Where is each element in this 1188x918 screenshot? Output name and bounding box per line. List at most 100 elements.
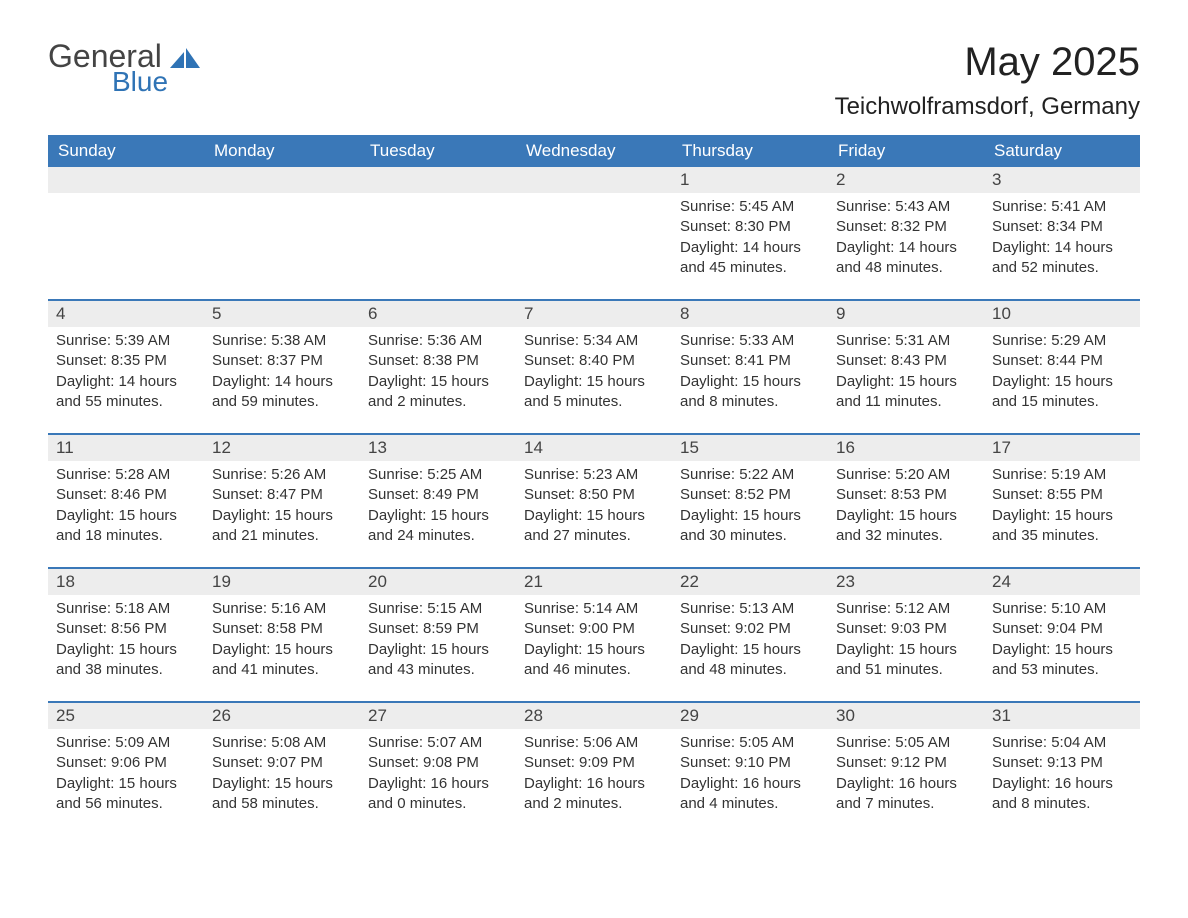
day-daylight1: Daylight: 15 hours (524, 372, 664, 392)
day-daylight2: and 59 minutes. (212, 392, 352, 412)
day-daylight2: and 45 minutes. (680, 258, 820, 278)
day-daylight1: Daylight: 15 hours (56, 774, 196, 794)
day-sunrise: Sunrise: 5:13 AM (680, 599, 820, 619)
day-number: 11 (48, 435, 204, 461)
day-cell: Sunrise: 5:45 AMSunset: 8:30 PMDaylight:… (672, 193, 828, 299)
day-cell: Sunrise: 5:20 AMSunset: 8:53 PMDaylight:… (828, 461, 984, 567)
day-sunrise: Sunrise: 5:07 AM (368, 733, 508, 753)
week-row: 123Sunrise: 5:45 AMSunset: 8:30 PMDaylig… (48, 167, 1140, 299)
day-sunrise: Sunrise: 5:43 AM (836, 197, 976, 217)
day-cell: Sunrise: 5:41 AMSunset: 8:34 PMDaylight:… (984, 193, 1140, 299)
day-daylight2: and 8 minutes. (992, 794, 1132, 814)
day-cell: Sunrise: 5:31 AMSunset: 8:43 PMDaylight:… (828, 327, 984, 433)
day-daylight1: Daylight: 14 hours (56, 372, 196, 392)
day-sunrise: Sunrise: 5:39 AM (56, 331, 196, 351)
day-cell: Sunrise: 5:26 AMSunset: 8:47 PMDaylight:… (204, 461, 360, 567)
day-sunrise: Sunrise: 5:06 AM (524, 733, 664, 753)
day-sunrise: Sunrise: 5:14 AM (524, 599, 664, 619)
day-number: 14 (516, 435, 672, 461)
day-daylight2: and 55 minutes. (56, 392, 196, 412)
day-sunrise: Sunrise: 5:10 AM (992, 599, 1132, 619)
day-sunset: Sunset: 8:58 PM (212, 619, 352, 639)
day-daylight1: Daylight: 16 hours (368, 774, 508, 794)
day-daylight2: and 18 minutes. (56, 526, 196, 546)
day-cell: Sunrise: 5:07 AMSunset: 9:08 PMDaylight:… (360, 729, 516, 835)
month-title: May 2025 (835, 40, 1140, 85)
day-sunset: Sunset: 8:30 PM (680, 217, 820, 237)
day-sunset: Sunset: 9:00 PM (524, 619, 664, 639)
day-sunset: Sunset: 8:47 PM (212, 485, 352, 505)
day-daylight1: Daylight: 14 hours (212, 372, 352, 392)
day-sunset: Sunset: 8:44 PM (992, 351, 1132, 371)
day-cell: Sunrise: 5:08 AMSunset: 9:07 PMDaylight:… (204, 729, 360, 835)
day-daylight2: and 24 minutes. (368, 526, 508, 546)
day-daylight1: Daylight: 15 hours (836, 372, 976, 392)
day-daylight1: Daylight: 16 hours (680, 774, 820, 794)
day-cell: Sunrise: 5:18 AMSunset: 8:56 PMDaylight:… (48, 595, 204, 701)
day-sunset: Sunset: 9:12 PM (836, 753, 976, 773)
day-sunset: Sunset: 8:56 PM (56, 619, 196, 639)
day-number: 10 (984, 301, 1140, 327)
day-daylight1: Daylight: 15 hours (212, 506, 352, 526)
day-sunset: Sunset: 8:46 PM (56, 485, 196, 505)
day-sunrise: Sunrise: 5:28 AM (56, 465, 196, 485)
day-number: 6 (360, 301, 516, 327)
day-sunrise: Sunrise: 5:41 AM (992, 197, 1132, 217)
day-number (48, 167, 204, 193)
day-sunrise: Sunrise: 5:18 AM (56, 599, 196, 619)
day-sunset: Sunset: 8:59 PM (368, 619, 508, 639)
location: Teichwolframsdorf, Germany (835, 93, 1140, 121)
day-sunrise: Sunrise: 5:20 AM (836, 465, 976, 485)
logo-blue: Blue (112, 68, 168, 96)
day-sunrise: Sunrise: 5:19 AM (992, 465, 1132, 485)
day-number: 1 (672, 167, 828, 193)
weekday-header: Sunday (48, 135, 204, 167)
day-daylight1: Daylight: 15 hours (836, 506, 976, 526)
day-sunset: Sunset: 8:50 PM (524, 485, 664, 505)
logo-triangle-icon (170, 46, 200, 70)
day-number: 5 (204, 301, 360, 327)
day-number (516, 167, 672, 193)
day-cell: Sunrise: 5:34 AMSunset: 8:40 PMDaylight:… (516, 327, 672, 433)
day-sunset: Sunset: 8:43 PM (836, 351, 976, 371)
weekday-header: Monday (204, 135, 360, 167)
day-number: 31 (984, 703, 1140, 729)
day-number: 7 (516, 301, 672, 327)
day-number: 18 (48, 569, 204, 595)
day-sunrise: Sunrise: 5:33 AM (680, 331, 820, 351)
day-sunset: Sunset: 9:13 PM (992, 753, 1132, 773)
header: General Blue May 2025 Teichwolframsdorf,… (48, 40, 1140, 121)
day-number: 28 (516, 703, 672, 729)
logo-text: General Blue (48, 40, 168, 96)
day-daylight1: Daylight: 15 hours (992, 640, 1132, 660)
day-daylight2: and 30 minutes. (680, 526, 820, 546)
day-sunset: Sunset: 8:35 PM (56, 351, 196, 371)
day-daylight2: and 21 minutes. (212, 526, 352, 546)
day-daylight1: Daylight: 15 hours (680, 640, 820, 660)
day-cell (516, 193, 672, 299)
day-daylight1: Daylight: 15 hours (212, 640, 352, 660)
day-sunset: Sunset: 9:06 PM (56, 753, 196, 773)
day-number: 9 (828, 301, 984, 327)
day-daylight2: and 15 minutes. (992, 392, 1132, 412)
day-sunrise: Sunrise: 5:25 AM (368, 465, 508, 485)
content-row: Sunrise: 5:39 AMSunset: 8:35 PMDaylight:… (48, 327, 1140, 433)
day-number: 15 (672, 435, 828, 461)
calendar: Sunday Monday Tuesday Wednesday Thursday… (48, 135, 1140, 835)
content-row: Sunrise: 5:45 AMSunset: 8:30 PMDaylight:… (48, 193, 1140, 299)
day-daylight2: and 56 minutes. (56, 794, 196, 814)
week-row: 25262728293031Sunrise: 5:09 AMSunset: 9:… (48, 703, 1140, 835)
daynum-row: 123 (48, 167, 1140, 193)
day-sunset: Sunset: 9:08 PM (368, 753, 508, 773)
day-daylight2: and 48 minutes. (680, 660, 820, 680)
content-row: Sunrise: 5:09 AMSunset: 9:06 PMDaylight:… (48, 729, 1140, 835)
week-row: 45678910Sunrise: 5:39 AMSunset: 8:35 PMD… (48, 301, 1140, 433)
day-cell: Sunrise: 5:05 AMSunset: 9:12 PMDaylight:… (828, 729, 984, 835)
day-sunrise: Sunrise: 5:36 AM (368, 331, 508, 351)
day-number: 27 (360, 703, 516, 729)
day-daylight1: Daylight: 15 hours (56, 640, 196, 660)
day-daylight1: Daylight: 15 hours (56, 506, 196, 526)
week-row: 18192021222324Sunrise: 5:18 AMSunset: 8:… (48, 569, 1140, 701)
day-sunset: Sunset: 9:09 PM (524, 753, 664, 773)
day-number: 22 (672, 569, 828, 595)
